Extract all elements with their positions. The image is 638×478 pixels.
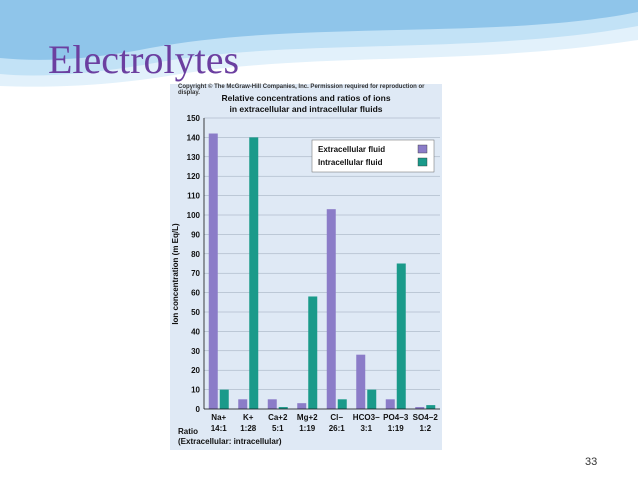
y-tick-label: 50: [191, 308, 200, 317]
figure-panel: Copyright © The McGraw-Hill Companies, I…: [170, 84, 442, 450]
y-tick-label: 70: [191, 269, 200, 278]
bar-extracellular: [385, 399, 395, 409]
y-tick-label: 120: [187, 172, 201, 181]
bar-extracellular: [238, 399, 248, 409]
category-label: HCO3−: [353, 413, 380, 422]
legend: Extracellular fluid Intracellular fluid: [311, 139, 435, 173]
category-label: Mg+2: [297, 413, 318, 422]
ratio-value: 3:1: [360, 424, 372, 433]
ratio-row-label: Ratio: [178, 427, 198, 436]
y-axis-label: Ion concentration (m Eq/L): [171, 223, 180, 325]
ion-concentration-chart: 0 10 20 30 40 50 60 70 80 90 100 110 120 130 140 150 Io…: [171, 114, 440, 446]
bar-intracellular: [367, 389, 377, 409]
ratio-value: 1:2: [419, 424, 431, 433]
y-tick-label: 90: [191, 230, 200, 239]
ratio-value: 1:19: [388, 424, 405, 433]
bar-intracellular: [278, 407, 288, 409]
bar-intracellular: [426, 405, 436, 409]
ratio-note: (Extracellular: intracellular): [178, 437, 282, 446]
category-label: Ca+2: [268, 413, 288, 422]
y-tick-label: 0: [196, 405, 201, 414]
ratio-labels: 14:1 1:28 5:1 1:19 26:1 3:1 1:19 1:2: [211, 424, 432, 433]
y-tick-label: 110: [187, 192, 200, 201]
category-labels: Na+ K+ Ca+2 Mg+2 Cl− HCO3− PO4−3 SO4−2: [211, 413, 438, 422]
y-tick-label: 30: [191, 347, 200, 356]
legend-swatch: [417, 157, 428, 167]
y-tick-label: 20: [191, 366, 200, 375]
page-number: 33: [585, 456, 598, 468]
ratio-value: 5:1: [272, 424, 284, 433]
bar-extracellular: [326, 209, 336, 409]
bars: [208, 133, 436, 409]
bar-intracellular: [396, 263, 406, 409]
y-tick-label: 140: [187, 133, 201, 142]
axes: 0 10 20 30 40 50 60 70 80 90 100 110 120 130 140 150: [187, 114, 440, 414]
header-swoosh: [0, 0, 638, 87]
y-tick-label: 150: [187, 114, 201, 123]
bar-extracellular: [208, 133, 218, 409]
y-tick-label: 130: [187, 153, 201, 162]
category-label: SO4−2: [413, 413, 439, 422]
ratio-value: 14:1: [211, 424, 228, 433]
y-tick-label: 40: [191, 327, 200, 336]
y-tick-label: 100: [187, 211, 201, 220]
bar-intracellular: [219, 389, 229, 409]
figure-title: Relative concentrations and ratios of io…: [170, 93, 442, 115]
bar-extracellular: [356, 354, 366, 409]
category-label: Cl−: [330, 413, 343, 422]
ratio-value: 26:1: [329, 424, 346, 433]
figure-title-line-1: Relative concentrations and ratios of io…: [221, 93, 391, 103]
bar-intracellular: [308, 296, 318, 409]
legend-label: Extracellular fluid: [318, 145, 385, 154]
legend-swatch: [417, 144, 428, 154]
bar-extracellular: [297, 403, 307, 409]
category-label: Na+: [211, 413, 226, 422]
bar-intracellular: [249, 137, 259, 409]
legend-label: Intracellular fluid: [318, 158, 383, 167]
slide-title: Electrolytes: [48, 37, 240, 82]
legend-box: [311, 139, 435, 173]
y-tick-label: 10: [191, 386, 200, 395]
copyright-notice: Copyright © The McGraw-Hill Companies, I…: [178, 84, 425, 96]
y-tick-label: 80: [191, 250, 200, 259]
bar-extracellular: [267, 399, 277, 409]
category-label: PO4−3: [383, 413, 409, 422]
y-tick-label: 60: [191, 289, 200, 298]
category-label: K+: [243, 413, 254, 422]
ratio-value: 1:19: [299, 424, 316, 433]
bar-intracellular: [337, 399, 347, 409]
ratio-value: 1:28: [240, 424, 257, 433]
bar-extracellular: [415, 407, 425, 409]
figure-title-line-2: in extracellular and intracellular fluid…: [229, 104, 383, 114]
